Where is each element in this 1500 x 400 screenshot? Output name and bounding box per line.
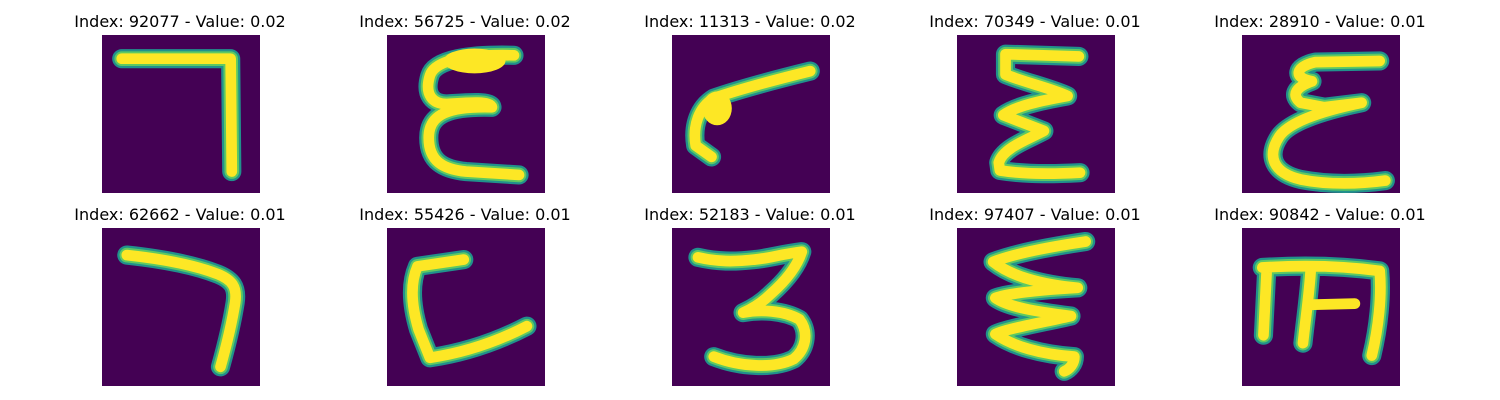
- m-like-glyph-image: [1242, 228, 1400, 386]
- three-like-glyph-image: [672, 228, 830, 386]
- epsilon-like-glyph-image: [387, 35, 545, 193]
- panel-title: Index: 62662 - Value: 0.01: [74, 205, 286, 224]
- epsilon-like-glyph-image: [1242, 35, 1400, 193]
- seven-like-glyph-image: [102, 35, 260, 193]
- sigma-like-glyph-image: [957, 35, 1115, 193]
- panel-title: Index: 52183 - Value: 0.01: [644, 205, 856, 224]
- panel-title: Index: 97407 - Value: 0.01: [929, 205, 1141, 224]
- panel-title: Index: 56725 - Value: 0.02: [359, 12, 571, 31]
- panel-title: Index: 11313 - Value: 0.02: [644, 12, 856, 31]
- seven-like-glyph-image: [102, 228, 260, 386]
- panel-title: Index: 28910 - Value: 0.01: [1214, 12, 1426, 31]
- c-like-glyph-image: [387, 228, 545, 386]
- panel-title: Index: 55426 - Value: 0.01: [359, 205, 571, 224]
- sigma-like-glyph-image: [957, 228, 1115, 386]
- panel-title: Index: 90842 - Value: 0.01: [1214, 205, 1426, 224]
- panel-title: Index: 70349 - Value: 0.01: [929, 12, 1141, 31]
- slanted-seven-glyph-image: [672, 35, 830, 193]
- panel-title: Index: 92077 - Value: 0.02: [74, 12, 286, 31]
